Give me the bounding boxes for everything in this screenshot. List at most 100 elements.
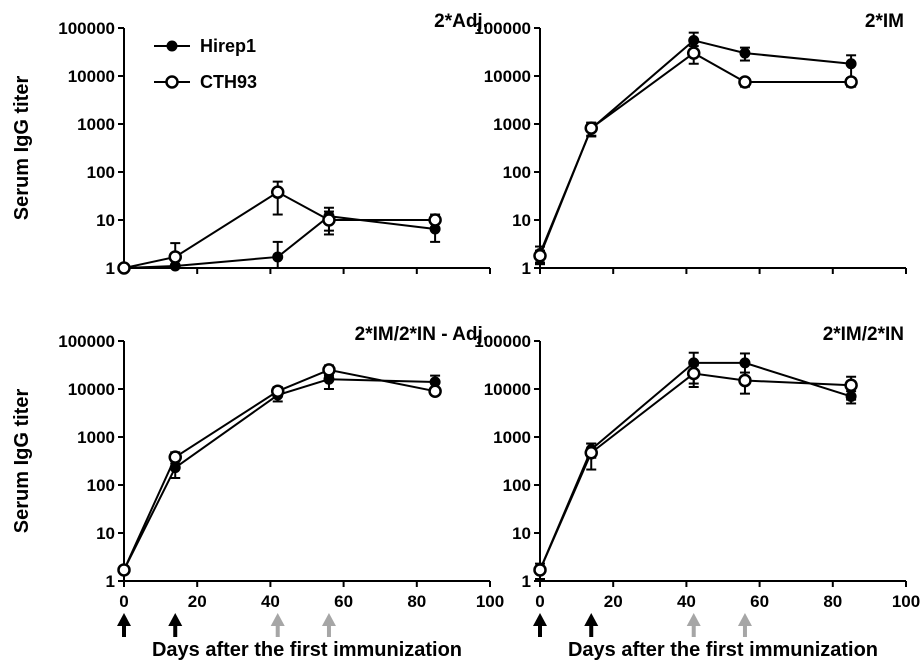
series-cth93 xyxy=(533,45,858,264)
panel-title: 2*IM/2*IN xyxy=(823,324,904,345)
immunization-arrow-head xyxy=(270,613,285,626)
immunization-arrow-stem xyxy=(326,625,331,637)
series-cth93 xyxy=(533,364,858,581)
y-tick-label: 10 xyxy=(96,211,115,230)
y-tick-label: 100000 xyxy=(474,332,531,351)
panel-2: 1 10 100 1000 10000 100000 2*IM xyxy=(474,11,907,278)
y-tick-label: 1 xyxy=(522,259,531,278)
data-point xyxy=(270,384,285,398)
data-point xyxy=(117,261,131,275)
immunization-arrow-head xyxy=(533,613,547,626)
x-tick-label: 60 xyxy=(334,592,353,611)
data-point xyxy=(117,563,131,577)
data-point xyxy=(270,185,285,199)
y-tick-label: 1000 xyxy=(493,428,531,447)
immunization-arrow-head xyxy=(686,613,701,626)
y-tick-label: 10000 xyxy=(68,380,115,399)
series-line xyxy=(539,39,852,254)
panel-title: 2*IM/2*IN - Adj. xyxy=(355,324,488,345)
data-point xyxy=(322,363,336,377)
immunization-arrow-head xyxy=(321,613,336,626)
immunization-arrow-stem xyxy=(589,625,594,637)
x-tick-label: 100 xyxy=(476,592,504,611)
y-tick-label: 1 xyxy=(522,572,531,591)
data-point xyxy=(533,248,547,263)
data-point xyxy=(688,34,700,46)
y-tick-label: 100 xyxy=(503,476,531,495)
x-tick-label: 20 xyxy=(604,592,623,611)
immunization-arrow-stem xyxy=(742,625,747,637)
immunization-arrow-head xyxy=(584,613,599,626)
data-point xyxy=(272,251,284,263)
data-point xyxy=(168,450,182,464)
y-tick-label: 100 xyxy=(503,163,531,182)
panel-title: 2*IM xyxy=(865,11,904,32)
data-point xyxy=(845,58,857,70)
x-tick-label: 0 xyxy=(535,592,544,611)
data-point xyxy=(738,75,752,89)
data-point xyxy=(739,357,751,369)
panel-title: 2*Adj. xyxy=(434,11,488,32)
y-tick-label: 100 xyxy=(87,476,115,495)
y-tick-label: 100000 xyxy=(474,19,531,38)
data-point xyxy=(428,213,442,227)
data-point xyxy=(686,366,701,381)
y-tick-label: 100000 xyxy=(58,19,115,38)
y-tick-label: 10 xyxy=(512,211,531,230)
series-line xyxy=(123,378,436,571)
data-point xyxy=(584,445,598,460)
immunization-arrow-stem xyxy=(538,625,542,637)
x-tick-label: 100 xyxy=(892,592,920,611)
immunization-arrow-head xyxy=(117,613,131,626)
y-tick-label: 10000 xyxy=(484,380,531,399)
legend: Hirep1 CTH93 xyxy=(154,36,257,92)
series-line xyxy=(539,372,852,571)
data-point xyxy=(428,384,442,398)
immunization-arrow-stem xyxy=(275,625,280,637)
y-tick-label: 100000 xyxy=(58,332,115,351)
y-axis-title: Serum IgG titer xyxy=(11,389,33,534)
legend-label: CTH93 xyxy=(200,72,257,92)
y-tick-label: 1000 xyxy=(77,115,115,134)
x-axis-title: Days after the first immunization xyxy=(152,639,462,661)
data-point xyxy=(584,121,598,135)
panel-4: 1 10 100 1000 10000 100000 0 20 40 60 80 100 2*IM/2*… xyxy=(474,324,920,661)
immunization-arrow-head xyxy=(737,613,752,626)
y-tick-label: 10000 xyxy=(484,67,531,86)
series-cth93 xyxy=(117,363,442,577)
immunization-arrow-stem xyxy=(173,625,178,637)
immunization-arrow-stem xyxy=(122,625,126,637)
legend-marker xyxy=(166,40,178,52)
data-point xyxy=(738,373,752,388)
series-line xyxy=(539,361,852,571)
series-hirep1 xyxy=(118,206,441,274)
series-line xyxy=(539,51,852,257)
y-tick-label: 1 xyxy=(106,259,115,278)
data-point xyxy=(533,563,547,577)
x-tick-label: 60 xyxy=(750,592,769,611)
y-tick-label: 10 xyxy=(512,524,531,543)
y-tick-label: 1 xyxy=(106,572,115,591)
x-axis-title: Days after the first immunization xyxy=(568,639,878,661)
legend-label: Hirep1 xyxy=(200,36,256,56)
y-tick-label: 10000 xyxy=(68,67,115,86)
y-tick-label: 1000 xyxy=(493,115,531,134)
immunization-arrow-head xyxy=(168,613,183,626)
immunization-arrow-stem xyxy=(691,625,696,637)
panel-3: 1 10 100 1000 10000 100000 0 20 40 60 80 100 2*IM/2*… xyxy=(11,324,504,661)
x-tick-label: 80 xyxy=(407,592,426,611)
legend-marker xyxy=(165,75,179,89)
x-tick-label: 20 xyxy=(188,592,207,611)
y-axis-title: Serum IgG titer xyxy=(11,76,33,221)
x-tick-label: 40 xyxy=(677,592,696,611)
y-tick-label: 1000 xyxy=(77,428,115,447)
y-tick-label: 10 xyxy=(96,524,115,543)
x-tick-label: 80 xyxy=(823,592,842,611)
data-point xyxy=(322,213,336,227)
x-tick-label: 0 xyxy=(119,592,128,611)
x-tick-label: 40 xyxy=(261,592,280,611)
series-cth93 xyxy=(117,180,442,275)
data-point xyxy=(844,75,858,89)
